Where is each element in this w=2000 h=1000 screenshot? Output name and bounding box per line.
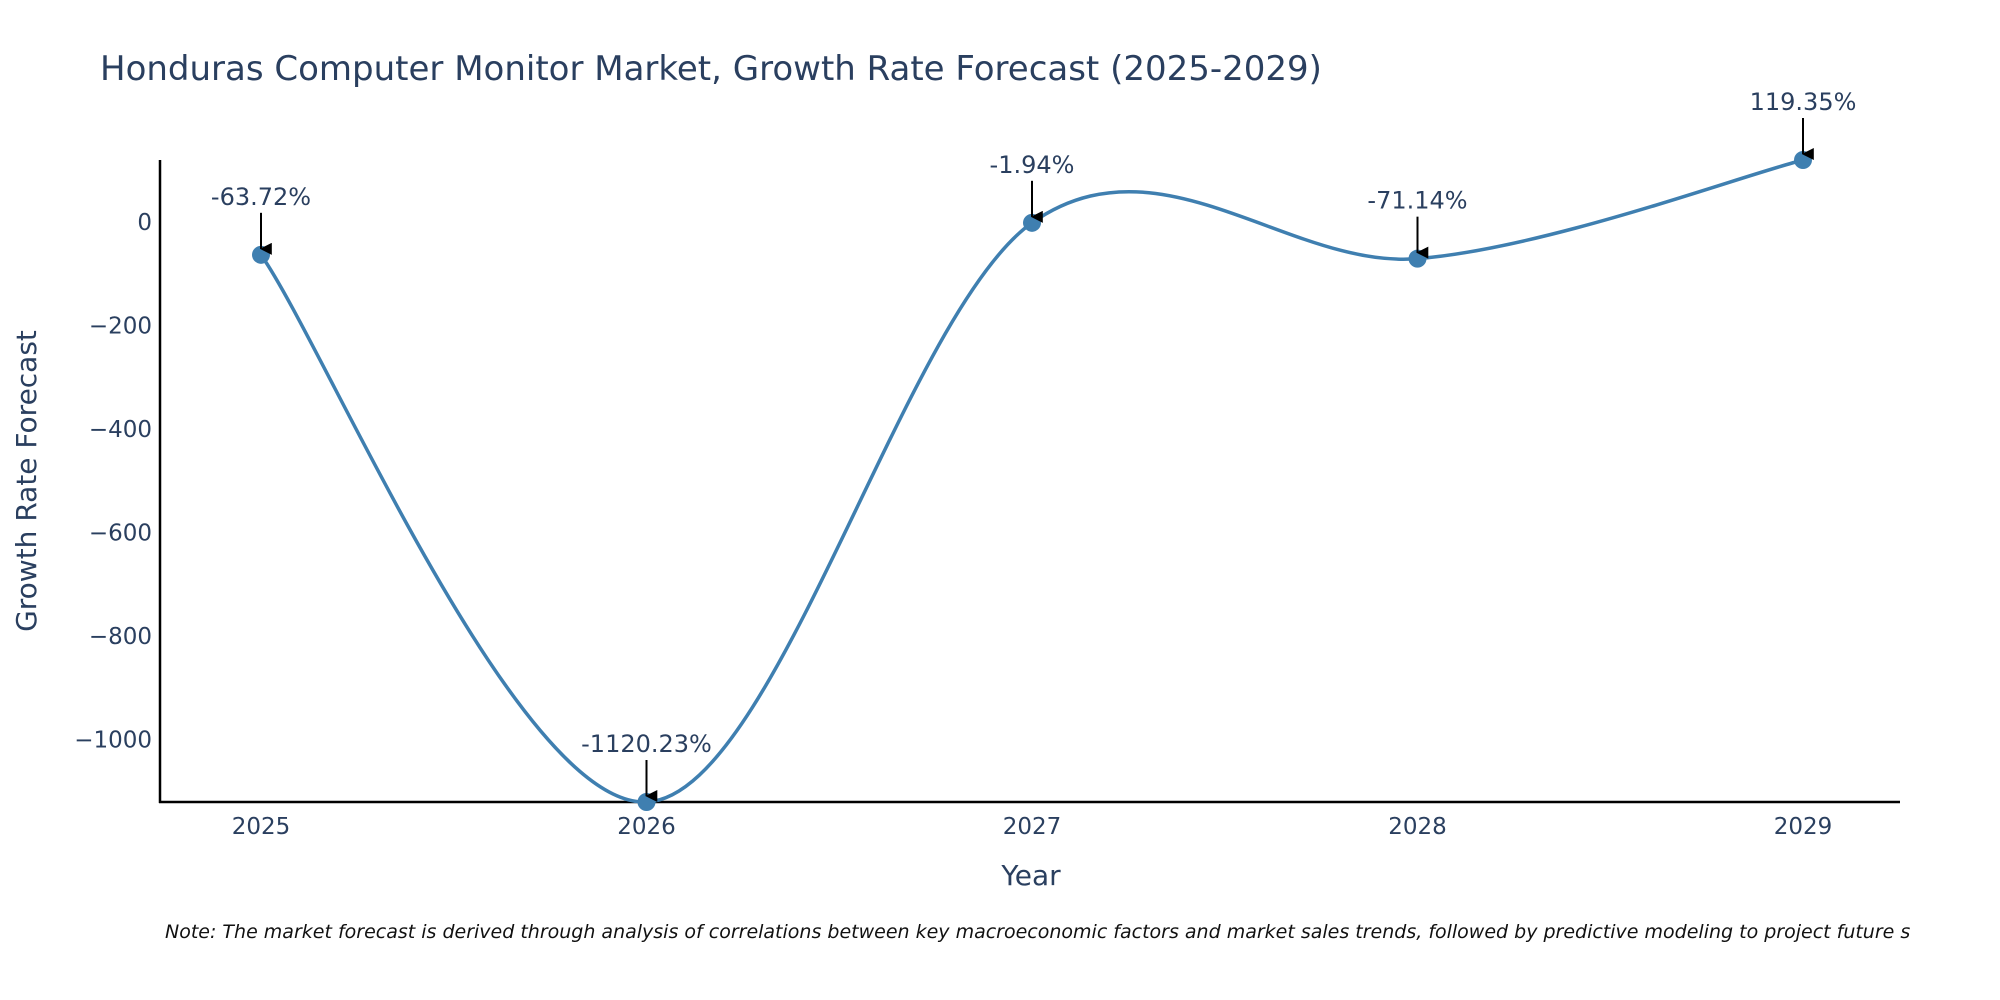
y-tick-label: −200 xyxy=(89,313,152,339)
x-tick-label: 2027 xyxy=(1003,814,1062,840)
chart-title: Honduras Computer Monitor Market, Growth… xyxy=(100,49,1322,89)
x-axis-title: Year xyxy=(1000,859,1061,892)
x-tick-label: 2026 xyxy=(617,814,676,840)
y-axis-ticks: 0 −200 −400 −600 −800 −1000 xyxy=(74,210,152,754)
y-tick-label: 0 xyxy=(137,210,152,236)
series-line xyxy=(259,158,1804,804)
data-label: -63.72% xyxy=(211,183,311,211)
footnote: Note: The market forecast is derived thr… xyxy=(165,921,1911,943)
data-label: 119.35% xyxy=(1750,88,1857,116)
data-label: -1120.23% xyxy=(581,730,712,758)
y-tick-label: −1000 xyxy=(74,728,152,754)
y-tick-label: −400 xyxy=(89,417,152,443)
data-label: -1.94% xyxy=(990,151,1075,179)
x-tick-label: 2029 xyxy=(1774,814,1833,840)
data-label: -71.14% xyxy=(1367,187,1467,215)
y-tick-label: −800 xyxy=(89,624,152,650)
y-tick-label: −600 xyxy=(89,521,152,547)
y-axis-title: Growth Rate Forecast xyxy=(10,330,43,632)
data-annotations: -63.72% -1120.23% -1.94% -71.14% 119.35% xyxy=(211,88,1857,802)
data-points xyxy=(252,151,1812,811)
x-axis-ticks: 2025 2026 2027 2028 2029 xyxy=(232,814,1833,840)
x-tick-label: 2025 xyxy=(232,814,291,840)
x-tick-label: 2028 xyxy=(1388,814,1447,840)
